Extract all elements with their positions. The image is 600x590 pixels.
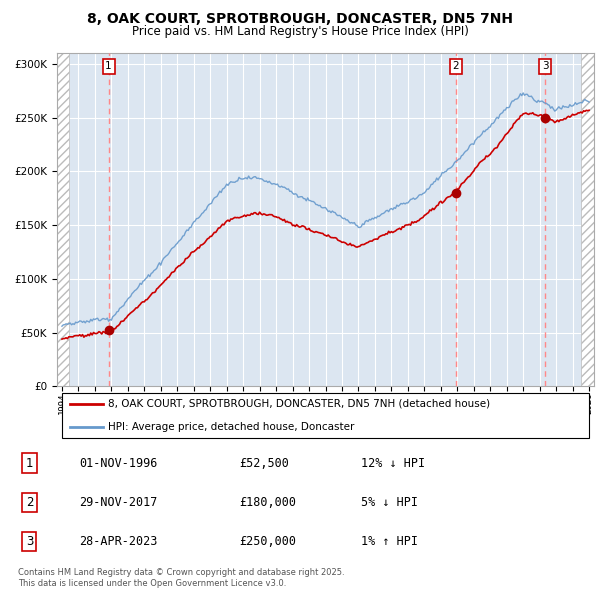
Text: £250,000: £250,000 <box>239 535 296 548</box>
Text: 3: 3 <box>542 61 548 71</box>
FancyBboxPatch shape <box>62 393 589 438</box>
Text: 2: 2 <box>26 496 33 509</box>
Text: 29-NOV-2017: 29-NOV-2017 <box>79 496 157 509</box>
Text: £52,500: £52,500 <box>239 457 289 470</box>
Text: Contains HM Land Registry data © Crown copyright and database right 2025.
This d: Contains HM Land Registry data © Crown c… <box>18 568 344 588</box>
Text: 1% ↑ HPI: 1% ↑ HPI <box>361 535 418 548</box>
Text: 1: 1 <box>105 61 112 71</box>
Text: £180,000: £180,000 <box>239 496 296 509</box>
Text: 2: 2 <box>452 61 459 71</box>
Text: Price paid vs. HM Land Registry's House Price Index (HPI): Price paid vs. HM Land Registry's House … <box>131 25 469 38</box>
Text: 8, OAK COURT, SPROTBROUGH, DONCASTER, DN5 7NH (detached house): 8, OAK COURT, SPROTBROUGH, DONCASTER, DN… <box>108 399 490 409</box>
Text: 3: 3 <box>26 535 33 548</box>
Text: 8, OAK COURT, SPROTBROUGH, DONCASTER, DN5 7NH: 8, OAK COURT, SPROTBROUGH, DONCASTER, DN… <box>87 12 513 27</box>
Text: 5% ↓ HPI: 5% ↓ HPI <box>361 496 418 509</box>
Text: 28-APR-2023: 28-APR-2023 <box>79 535 157 548</box>
Text: 12% ↓ HPI: 12% ↓ HPI <box>361 457 425 470</box>
Text: 01-NOV-1996: 01-NOV-1996 <box>79 457 157 470</box>
Text: HPI: Average price, detached house, Doncaster: HPI: Average price, detached house, Donc… <box>108 422 355 432</box>
Text: 1: 1 <box>26 457 33 470</box>
